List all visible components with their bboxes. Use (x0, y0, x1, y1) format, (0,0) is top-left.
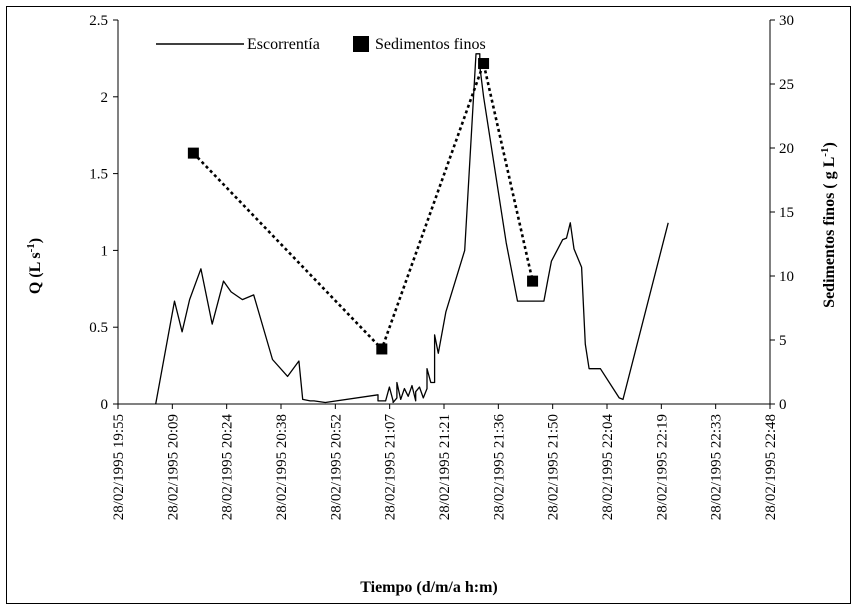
x-tick-label: 28/02/1995 22:04 (600, 414, 616, 521)
series-1-marker (376, 343, 388, 355)
series-1-marker (187, 147, 199, 159)
legend-label-sedimentos: Sedimentos finos (375, 36, 486, 53)
x-tick-label: 28/02/1995 21:36 (491, 414, 507, 521)
x-axis-title: Tiempo (d/m/a h:m) (360, 579, 497, 596)
y-left-tick-label: 1 (101, 243, 109, 259)
y-right-tick-label: 25 (779, 77, 794, 93)
x-tick-label: 28/02/1995 22:19 (654, 414, 670, 520)
y-left-tick-label: 0.5 (89, 320, 108, 336)
legend-square-swatch (353, 36, 369, 52)
y-right-tick-label: 20 (779, 141, 794, 157)
x-tick-label: 28/02/1995 20:38 (274, 414, 290, 520)
x-tick-label: 28/02/1995 20:24 (220, 414, 236, 521)
series-1-marker (527, 275, 539, 287)
y-axis-left-title: Q (L s-1) (25, 238, 44, 294)
y-right-tick-label: 15 (779, 205, 794, 221)
y-axis-right-title: Sedimentos finos ( g L-1) (819, 142, 838, 308)
y-left-tick-label: 1.5 (89, 167, 108, 183)
chart-frame (6, 6, 851, 604)
x-tick-label: 28/02/1995 21:21 (437, 414, 453, 520)
legend-label-escorrentia: Escorrentía (247, 36, 320, 53)
x-tick-label: 28/02/1995 20:09 (165, 414, 181, 520)
axes: 0 0.5 1 1.5 2 2.5 0 5 10 15 20 25 30 28/02/1995 19:55… (89, 13, 794, 520)
y-right-tick-label: 5 (779, 333, 787, 349)
x-tick-label: 28/02/1995 21:07 (383, 414, 399, 521)
y-left-tick-label: 2.5 (89, 13, 108, 29)
y-left-tick-label: 2 (101, 90, 109, 106)
y-right-tick-label: 10 (779, 269, 794, 285)
x-tick-label: 28/02/1995 20:52 (328, 414, 344, 520)
series-1-marker (478, 58, 490, 70)
y-left-tick-label: 0 (101, 397, 109, 413)
x-tick-label: 28/02/1995 22:48 (763, 414, 779, 520)
x-tick-label: 28/02/1995 21:50 (546, 414, 562, 520)
x-tick-label: 28/02/1995 19:55 (111, 414, 127, 520)
plot-area (155, 53, 669, 405)
x-tick-label: 28/02/1995 22:33 (709, 414, 725, 520)
series-line-0 (155, 53, 669, 405)
y-right-tick-label: 30 (779, 13, 794, 29)
y-right-tick-label: 0 (779, 397, 787, 413)
series-line-1 (192, 62, 534, 351)
legend: Escorrentía Sedimentos finos (156, 36, 486, 53)
